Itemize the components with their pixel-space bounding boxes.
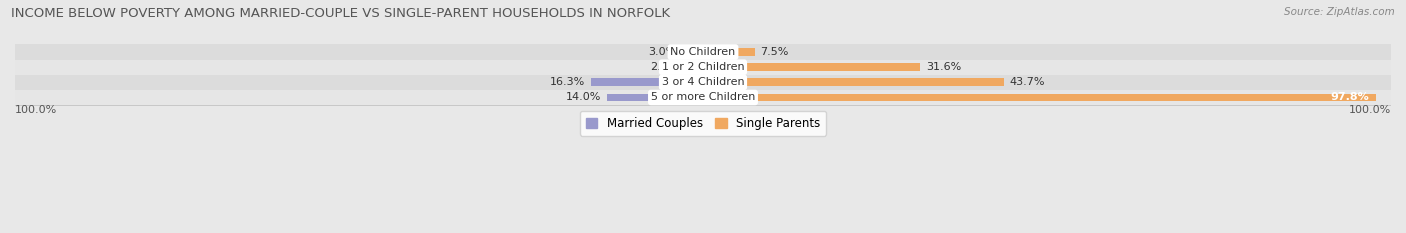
Text: 31.6%: 31.6%	[927, 62, 962, 72]
Bar	[703, 63, 921, 71]
Bar	[682, 48, 703, 56]
Text: Source: ZipAtlas.com: Source: ZipAtlas.com	[1284, 7, 1395, 17]
Text: 2.8%: 2.8%	[650, 62, 678, 72]
Text: 16.3%: 16.3%	[550, 77, 585, 87]
Bar	[606, 94, 703, 101]
Bar	[591, 79, 703, 86]
Bar	[15, 60, 1391, 75]
Text: 3 or 4 Children: 3 or 4 Children	[662, 77, 744, 87]
Text: 43.7%: 43.7%	[1010, 77, 1045, 87]
Text: INCOME BELOW POVERTY AMONG MARRIED-COUPLE VS SINGLE-PARENT HOUSEHOLDS IN NORFOLK: INCOME BELOW POVERTY AMONG MARRIED-COUPL…	[11, 7, 671, 20]
Bar	[703, 79, 1004, 86]
Bar	[683, 63, 703, 71]
Text: 97.8%: 97.8%	[1330, 93, 1369, 103]
Text: No Children: No Children	[671, 47, 735, 57]
Bar	[15, 45, 1391, 60]
Bar	[703, 48, 755, 56]
Text: 14.0%: 14.0%	[565, 93, 602, 103]
Text: 5 or more Children: 5 or more Children	[651, 93, 755, 103]
Legend: Married Couples, Single Parents: Married Couples, Single Parents	[579, 111, 827, 136]
Text: 3.0%: 3.0%	[648, 47, 676, 57]
Text: 7.5%: 7.5%	[761, 47, 789, 57]
Text: 100.0%: 100.0%	[15, 105, 58, 115]
Bar	[15, 90, 1391, 105]
Bar	[703, 94, 1376, 101]
Text: 1 or 2 Children: 1 or 2 Children	[662, 62, 744, 72]
Bar	[15, 75, 1391, 90]
Text: 100.0%: 100.0%	[1348, 105, 1391, 115]
